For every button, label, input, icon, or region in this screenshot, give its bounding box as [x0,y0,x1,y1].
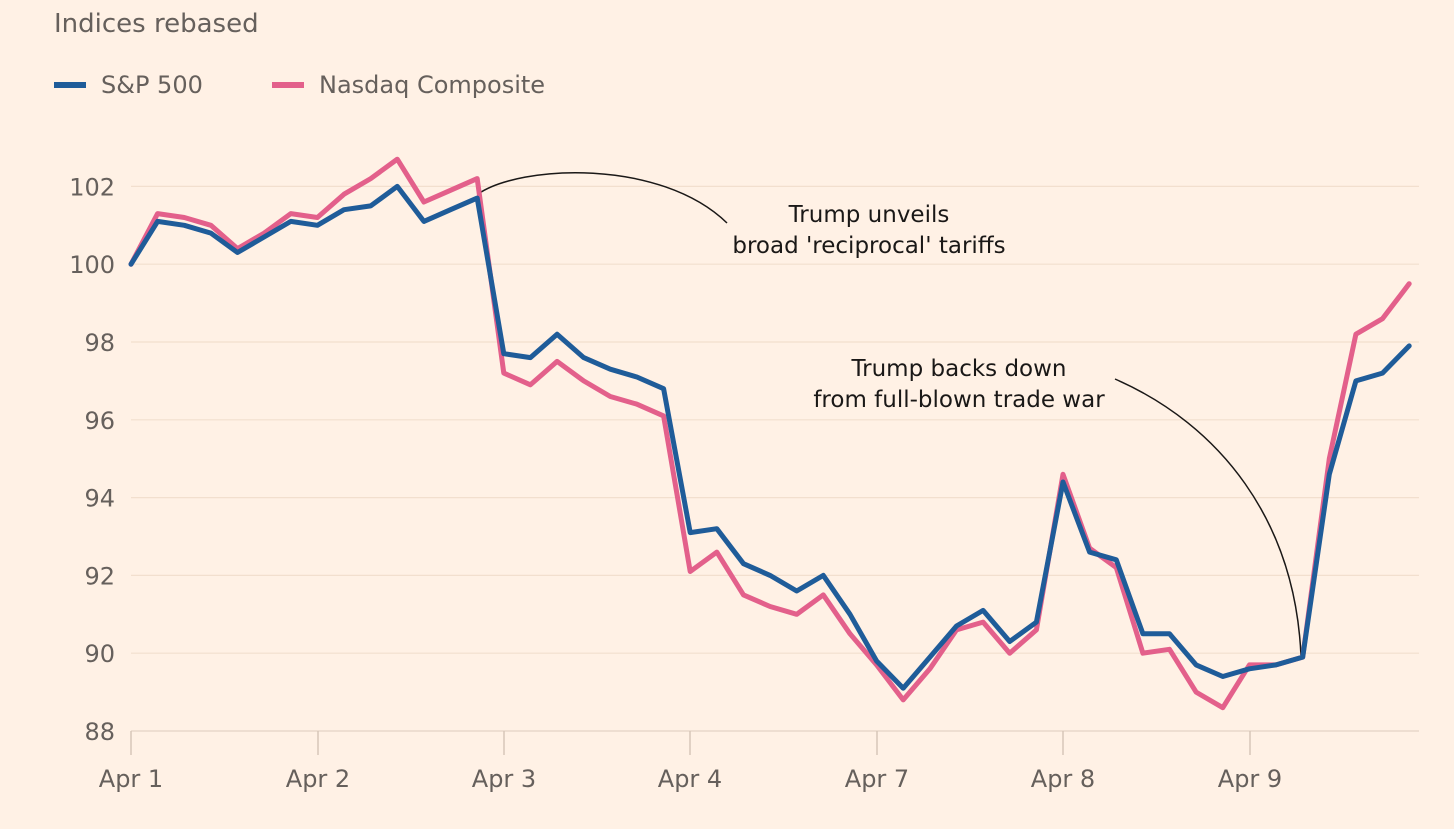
series-line-nasdaq [128,156,1412,711]
annotation-tariffs-arrow [477,172,728,224]
x-tick-label: Apr 3 [472,765,536,793]
annotation-tariffs: Trump unveils broad 'reciprocal' tariffs [477,172,1006,259]
y-tick-label: 90 [84,640,115,668]
x-axis: Apr 1 Apr 2 Apr 3 Apr 4 Apr 7 Apr 8 Apr 9 [99,731,1282,793]
annotation-backdown-line1: Trump backs down [850,356,1066,382]
x-tick-label: Apr 2 [286,765,350,793]
x-tick-label: Apr 7 [845,765,909,793]
y-tick-label: 96 [84,407,115,435]
y-tick-label: 100 [69,251,115,279]
annotation-backdown-arrow [1114,378,1302,657]
y-tick-label: 98 [84,329,115,357]
series [128,156,1412,711]
series-line-sp500 [128,183,1412,691]
y-tick-label: 102 [69,173,115,201]
y-tick-label: 88 [84,718,115,746]
annotation-tariffs-line2: broad 'reciprocal' tariffs [732,233,1005,259]
y-axis: 88 90 92 94 96 98 100 102 [69,173,115,746]
legend: S&P 500 Nasdaq Composite [54,71,545,99]
x-tick-label: Apr 9 [1218,765,1282,793]
chart-subtitle: Indices rebased [54,9,259,39]
legend-label-nasdaq: Nasdaq Composite [319,71,545,99]
annotation-tariffs-line1: Trump unveils [788,202,950,228]
annotation-backdown: Trump backs down from full-blown trade w… [813,356,1302,657]
annotation-backdown-line2: from full-blown trade war [813,387,1105,413]
y-tick-label: 94 [84,485,115,513]
y-tick-label: 92 [84,562,115,590]
x-tick-label: Apr 1 [99,765,163,793]
legend-label-sp500: S&P 500 [101,71,203,99]
x-tick-label: Apr 8 [1031,765,1095,793]
x-tick-label: Apr 4 [658,765,722,793]
